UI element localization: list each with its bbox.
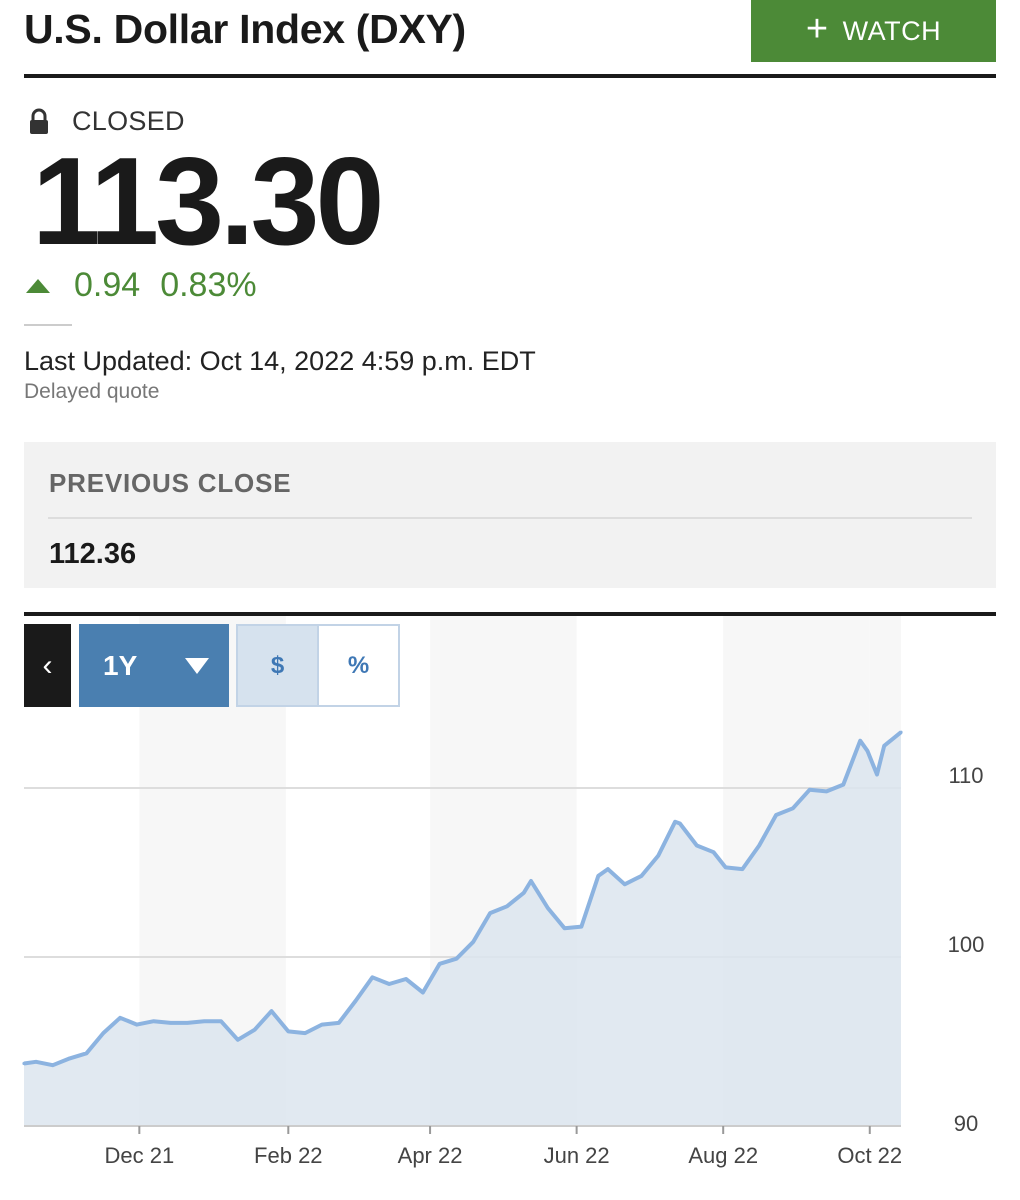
- change-percent: 0.83%: [160, 266, 257, 304]
- toggle-percent[interactable]: %: [319, 624, 400, 707]
- data-point: [387, 982, 391, 986]
- x-tick-label: Aug 22: [688, 1143, 758, 1168]
- previous-close-value: 112.36: [49, 538, 137, 570]
- x-tick-label: Apr 22: [398, 1143, 463, 1168]
- data-point: [757, 843, 761, 848]
- watch-label: WATCH: [842, 15, 942, 46]
- data-point: [454, 957, 459, 961]
- x-tick-label: Feb 22: [254, 1143, 323, 1168]
- data-point: [320, 1023, 324, 1027]
- previous-close-label: PREVIOUS CLOSE: [49, 468, 292, 498]
- data-point: [438, 962, 442, 966]
- y-tick-label: 100: [948, 932, 985, 957]
- y-tick-label: 110: [948, 763, 983, 788]
- data-point: [68, 1056, 72, 1060]
- data-point: [579, 924, 584, 929]
- data-point: [563, 926, 567, 930]
- range-label: 1Y: [103, 649, 138, 681]
- data-point: [875, 772, 879, 777]
- last-updated: Last Updated: Oct 14, 2022 4:59 p.m. EDT: [24, 346, 536, 376]
- data-point: [505, 904, 509, 908]
- data-point: [522, 891, 526, 895]
- caret-down-icon: [185, 657, 210, 674]
- data-point: [488, 911, 492, 915]
- data-point: [118, 1016, 122, 1020]
- data-point: [353, 999, 358, 1003]
- page-title: U.S. Dollar Index (DXY): [24, 6, 466, 52]
- data-point: [337, 1021, 341, 1025]
- data-point: [673, 820, 677, 824]
- x-tick-label: Oct 22: [837, 1143, 902, 1168]
- data-point: [740, 867, 745, 871]
- header: U.S. Dollar Index (DXY) + WATCH: [24, 0, 996, 78]
- data-point: [808, 788, 812, 792]
- y-tick-label: 90: [954, 1111, 978, 1136]
- chart-back-button[interactable]: ‹: [24, 624, 71, 707]
- current-price: 113.30: [32, 133, 384, 271]
- price-change: 0.94 0.83%: [26, 266, 257, 305]
- plus-icon: +: [805, 8, 829, 50]
- previous-close-panel: PREVIOUS CLOSE 112.36: [24, 442, 996, 588]
- data-point: [774, 813, 778, 817]
- data-point: [22, 1061, 26, 1066]
- data-point: [791, 806, 795, 810]
- data-point: [471, 940, 475, 944]
- data-point: [882, 744, 886, 748]
- data-point: [152, 1019, 156, 1023]
- value-mode-toggle: $ %: [236, 624, 400, 707]
- x-tick-label: Dec 21: [104, 1143, 174, 1168]
- change-value: 0.94: [74, 266, 141, 304]
- data-point: [858, 739, 862, 743]
- data-point: [236, 1038, 240, 1042]
- data-point: [168, 1021, 173, 1025]
- data-point: [286, 1029, 290, 1033]
- data-point: [865, 749, 869, 753]
- divider: [24, 324, 72, 326]
- data-point: [656, 854, 660, 858]
- data-point: [841, 783, 845, 787]
- x-tick-label: Jun 22: [544, 1143, 610, 1168]
- data-point: [51, 1063, 55, 1067]
- data-point: [101, 1031, 105, 1035]
- data-point: [678, 821, 682, 826]
- range-dropdown[interactable]: 1Y: [79, 624, 229, 707]
- lock-icon: [30, 108, 48, 134]
- data-point: [185, 1021, 189, 1025]
- data-point: [421, 990, 425, 995]
- watch-button[interactable]: + WATCH: [751, 0, 996, 62]
- data-point: [303, 1031, 307, 1035]
- data-point: [724, 865, 728, 870]
- data-point: [529, 879, 533, 883]
- data-point: [34, 1060, 38, 1064]
- data-point: [711, 850, 716, 854]
- data-point: [639, 874, 644, 878]
- data-point: [695, 843, 699, 848]
- data-point: [606, 867, 610, 871]
- data-point: [370, 975, 374, 979]
- data-point: [546, 906, 550, 910]
- data-point: [219, 1019, 223, 1023]
- chevron-left-icon: ‹: [42, 648, 53, 682]
- chart-divider: [24, 612, 996, 616]
- market-status: CLOSED: [24, 106, 185, 137]
- data-point: [135, 1023, 139, 1027]
- data-point: [596, 874, 600, 878]
- series-area: [24, 732, 901, 1126]
- header-divider: [24, 74, 996, 78]
- data-point: [253, 1028, 257, 1032]
- price-chart[interactable]: Dec 21 Feb 22 Apr 22 Jun 22 Aug 22 Oct 22 90 10…: [0, 616, 1020, 1200]
- toggle-dollar[interactable]: $: [236, 624, 319, 707]
- data-point: [623, 882, 627, 886]
- delayed-quote-note: Delayed quote: [24, 380, 160, 403]
- divider: [48, 517, 972, 519]
- data-point: [84, 1051, 89, 1055]
- data-point: [824, 789, 829, 793]
- status-text: CLOSED: [72, 106, 185, 136]
- arrow-up-icon: [26, 278, 50, 293]
- data-point: [404, 977, 408, 981]
- data-point: [899, 730, 903, 734]
- data-point: [269, 1009, 274, 1013]
- data-point: [202, 1019, 206, 1023]
